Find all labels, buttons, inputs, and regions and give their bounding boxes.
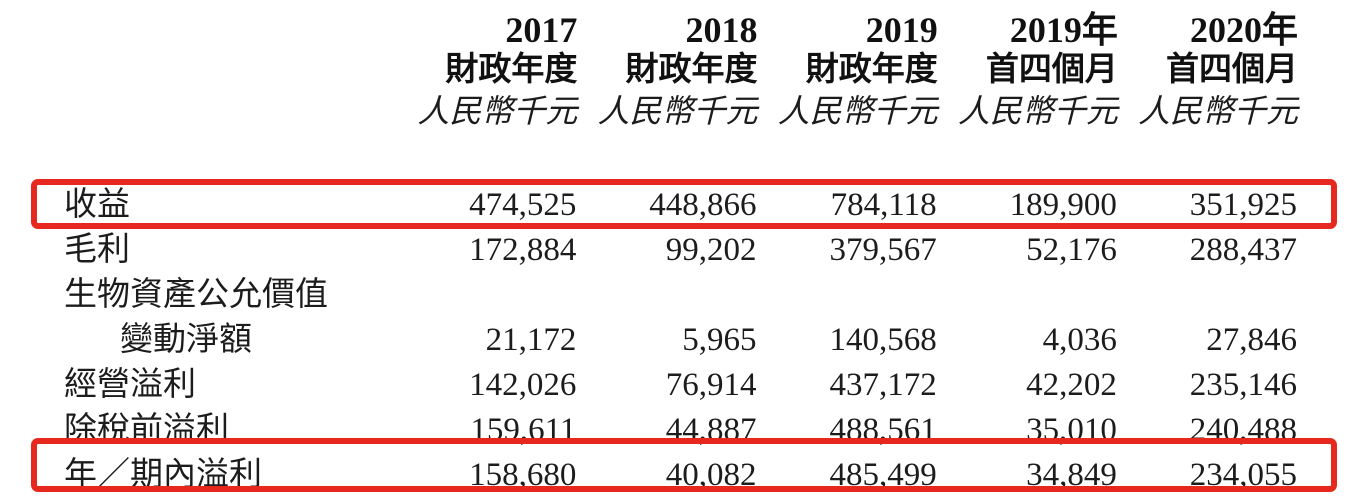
table-row: 除稅前溢利 159,611 44,887 488,561 35,010 240,488 bbox=[63, 408, 1298, 453]
column-header-unit: 人民幣千元 bbox=[597, 93, 758, 129]
header-spacer-cell bbox=[63, 0, 397, 183]
value-cell: 99,202 bbox=[665, 232, 757, 268]
column-header-unit: 人民幣千元 bbox=[777, 93, 938, 129]
column-header-year: 2019 bbox=[865, 10, 938, 50]
value-cell: 474,525 bbox=[469, 187, 577, 223]
value-cell: 448,866 bbox=[649, 187, 757, 223]
row-label: 毛利 bbox=[64, 232, 130, 268]
column-header-period: 財政年度 bbox=[805, 52, 938, 88]
value-cell: 44,887 bbox=[665, 412, 757, 448]
value-cell: 5,965 bbox=[682, 322, 757, 358]
value-cell: 235,146 bbox=[1189, 367, 1297, 403]
value-cell: 288,437 bbox=[1189, 232, 1297, 268]
value-cell: 142,026 bbox=[469, 367, 577, 403]
table-row: 經營溢利 142,026 76,914 437,172 42,202 235,146 bbox=[63, 363, 1298, 408]
table-row: 生物資產公允價值 bbox=[63, 273, 1298, 318]
column-header-1: 2018 財政年度人民幣千元 bbox=[577, 0, 758, 183]
row-label: 年／期內溢利 bbox=[64, 457, 262, 493]
value-cell bbox=[577, 273, 757, 318]
row-label: 變動淨額 bbox=[120, 322, 252, 358]
table-row: 毛利 172,884 99,202 379,567 52,176 288,437 bbox=[63, 228, 1298, 273]
value-cell: 21,172 bbox=[485, 322, 577, 358]
column-header-0: 2017 財政年度人民幣千元 bbox=[397, 0, 577, 183]
value-cell: 240,488 bbox=[1189, 412, 1297, 448]
row-label: 除稅前溢利 bbox=[64, 412, 229, 448]
value-cell: 35,010 bbox=[1026, 412, 1117, 448]
value-cell bbox=[397, 273, 577, 318]
row-label-cell: 年／期內溢利 bbox=[63, 453, 397, 498]
value-cell: 140,568 bbox=[829, 322, 937, 358]
table-row: 變動淨額 21,172 5,965 140,568 4,036 27,846 bbox=[63, 318, 1298, 363]
value-cell: 76,914 bbox=[665, 367, 757, 403]
table-row: 收益 474,525 448,866 784,118 189,900 351,925 bbox=[63, 183, 1298, 228]
value-cell: 158,680 bbox=[469, 457, 577, 493]
value-cell: 488,561 bbox=[829, 412, 937, 448]
value-cell: 784,118 bbox=[830, 187, 937, 223]
column-header-period: 財政年度 bbox=[625, 52, 758, 88]
value-cell: 27,846 bbox=[1206, 322, 1297, 358]
column-header-period: 財政年度 bbox=[445, 52, 578, 88]
row-label-cell: 毛利 bbox=[63, 228, 397, 273]
row-label: 收益 bbox=[64, 187, 130, 223]
row-label-cell: 除稅前溢利 bbox=[63, 408, 397, 453]
row-label-cell: 經營溢利 bbox=[63, 363, 397, 408]
column-header-unit: 人民幣千元 bbox=[1137, 93, 1298, 129]
value-cell bbox=[1118, 273, 1298, 318]
value-cell: 189,900 bbox=[1009, 187, 1117, 223]
financial-summary-table: 2017 財政年度 人民幣千元 2018 財政年度 人民幣千元 2019 財政年度 人民幣千元 2… bbox=[63, 0, 1298, 498]
row-label-cell: 收益 bbox=[63, 183, 397, 228]
value-cell: 4,036 bbox=[1042, 322, 1117, 358]
value-cell: 159,611 bbox=[470, 412, 577, 448]
value-cell bbox=[938, 273, 1118, 318]
value-cell: 437,172 bbox=[829, 367, 937, 403]
column-header-year: 2018 bbox=[685, 10, 758, 50]
value-cell bbox=[758, 273, 938, 318]
table-row: 年／期內溢利 158,680 40,082 485,499 34,849 234,055 bbox=[63, 453, 1298, 498]
value-cell: 351,925 bbox=[1189, 187, 1297, 223]
value-cell: 42,202 bbox=[1026, 367, 1117, 403]
column-header-unit: 人民幣千元 bbox=[957, 93, 1118, 129]
column-header-3: 2019年 首四個月人民幣千元 bbox=[938, 0, 1118, 183]
value-cell: 234,055 bbox=[1189, 457, 1297, 493]
column-header-year: 2017 bbox=[505, 10, 578, 50]
row-label: 生物資產公允價值 bbox=[64, 277, 328, 313]
value-cell: 34,849 bbox=[1026, 457, 1117, 493]
value-cell: 172,884 bbox=[469, 232, 577, 268]
column-header-period: 首四個月 bbox=[985, 52, 1118, 88]
column-header-4: 2020年 首四個月人民幣千元 bbox=[1118, 0, 1298, 183]
column-header-2: 2019 財政年度人民幣千元 bbox=[758, 0, 938, 183]
column-header-year: 2019年 bbox=[1009, 10, 1118, 50]
column-header-period: 首四個月 bbox=[1166, 52, 1298, 88]
row-label-cell: 生物資產公允價值 bbox=[63, 273, 397, 318]
row-label-cell: 變動淨額 bbox=[63, 318, 397, 363]
value-cell: 379,567 bbox=[829, 232, 937, 268]
value-cell: 485,499 bbox=[829, 457, 937, 493]
column-header-year: 2020年 bbox=[1189, 10, 1298, 50]
value-cell: 52,176 bbox=[1026, 232, 1117, 268]
value-cell: 40,082 bbox=[665, 457, 757, 493]
table-header-row: 2017 財政年度 人民幣千元 2018 財政年度 人民幣千元 2019 財政年度 人民幣千元 2… bbox=[63, 0, 1298, 183]
row-label: 經營溢利 bbox=[64, 367, 196, 403]
column-header-unit: 人民幣千元 bbox=[417, 93, 578, 129]
